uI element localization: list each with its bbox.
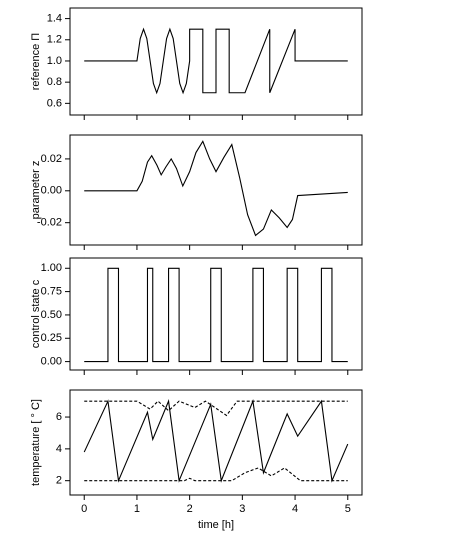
x-tick-label: 2 — [187, 503, 193, 515]
plot-frame — [69, 134, 363, 246]
x-tick-label: 3 — [239, 503, 245, 515]
x-tick-label: 5 — [345, 503, 351, 515]
y-tick-label: 1.4 — [47, 13, 62, 25]
y-tick-label: 2 — [56, 475, 62, 487]
plot-frame — [69, 389, 363, 496]
y-tick-label: 0.75 — [41, 286, 62, 298]
data-line — [84, 467, 348, 482]
y-tick-label: 0.50 — [41, 309, 62, 321]
y-axis-label: parameter z — [30, 161, 42, 220]
data-line — [84, 267, 348, 363]
data-line — [84, 400, 348, 417]
y-tick-label: 1.0 — [47, 55, 62, 67]
x-tick-label: 1 — [134, 503, 140, 515]
y-tick-label: -0.02 — [37, 217, 62, 229]
x-axis-label: time [h] — [198, 519, 234, 531]
y-tick-label: 0.02 — [41, 153, 62, 165]
data-line — [83, 399, 349, 483]
y-tick-label: 1.00 — [41, 262, 62, 274]
data-line — [84, 27, 348, 95]
x-tick-label: 0 — [81, 503, 87, 515]
y-tick-label: 0.6 — [47, 97, 62, 109]
y-tick-label: 4 — [56, 443, 62, 455]
plot-frame — [69, 257, 363, 371]
plot-frame — [69, 7, 363, 116]
y-tick-label: 0.8 — [47, 76, 62, 88]
y-axis-label: control state c — [30, 279, 42, 348]
y-axis-label: reference Π — [30, 33, 42, 91]
y-tick-label: 0.25 — [41, 332, 62, 344]
data-line — [84, 140, 348, 237]
y-tick-label: 6 — [56, 411, 62, 423]
y-tick-label: 1.2 — [47, 34, 62, 46]
x-tick-label: 4 — [292, 503, 298, 515]
y-tick-label: 0.00 — [41, 356, 62, 368]
y-axis-label: temperature [ ° C] — [30, 399, 42, 486]
y-tick-label: 0.00 — [41, 185, 62, 197]
